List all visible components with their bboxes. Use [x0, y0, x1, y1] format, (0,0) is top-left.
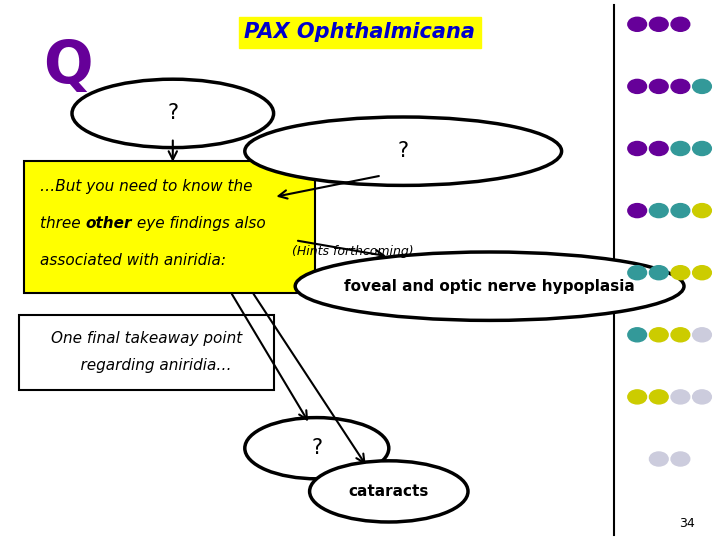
Circle shape	[693, 204, 711, 218]
Circle shape	[671, 141, 690, 156]
Text: Q: Q	[43, 38, 93, 95]
Text: 34: 34	[679, 517, 695, 530]
Ellipse shape	[310, 461, 468, 522]
Circle shape	[628, 204, 647, 218]
Circle shape	[671, 17, 690, 31]
Text: (Hints forthcoming): (Hints forthcoming)	[292, 245, 413, 258]
Text: regarding aniridia…: regarding aniridia…	[61, 359, 231, 373]
Circle shape	[649, 204, 668, 218]
Circle shape	[693, 79, 711, 93]
Circle shape	[671, 452, 690, 466]
Circle shape	[649, 79, 668, 93]
Circle shape	[649, 266, 668, 280]
Text: three: three	[40, 215, 85, 231]
Text: ?: ?	[311, 438, 323, 458]
Circle shape	[628, 141, 647, 156]
Text: ?: ?	[167, 103, 179, 124]
Circle shape	[649, 452, 668, 466]
Text: associated with aniridia:: associated with aniridia:	[40, 253, 225, 268]
Text: One final takeaway point: One final takeaway point	[50, 332, 242, 346]
Circle shape	[693, 141, 711, 156]
Circle shape	[628, 266, 647, 280]
Circle shape	[693, 266, 711, 280]
FancyBboxPatch shape	[19, 315, 274, 390]
Circle shape	[671, 266, 690, 280]
Ellipse shape	[72, 79, 274, 147]
Circle shape	[628, 79, 647, 93]
Circle shape	[671, 204, 690, 218]
Text: cataracts: cataracts	[348, 484, 429, 499]
Circle shape	[693, 328, 711, 342]
Circle shape	[628, 17, 647, 31]
Circle shape	[671, 390, 690, 404]
Text: PAX Ophthalmicana: PAX Ophthalmicana	[245, 22, 475, 43]
Ellipse shape	[295, 252, 684, 320]
Circle shape	[693, 390, 711, 404]
FancyBboxPatch shape	[24, 161, 315, 293]
Text: ?: ?	[397, 141, 409, 161]
Circle shape	[671, 328, 690, 342]
Text: other: other	[85, 215, 132, 231]
Text: eye findings also: eye findings also	[132, 215, 266, 231]
Text: …But you need to know the: …But you need to know the	[40, 179, 252, 193]
Circle shape	[649, 141, 668, 156]
Ellipse shape	[245, 117, 562, 185]
Text: foveal and optic nerve hypoplasia: foveal and optic nerve hypoplasia	[344, 279, 635, 294]
Circle shape	[649, 390, 668, 404]
Circle shape	[649, 17, 668, 31]
Circle shape	[649, 328, 668, 342]
Circle shape	[628, 390, 647, 404]
Circle shape	[671, 79, 690, 93]
Ellipse shape	[245, 417, 389, 479]
Circle shape	[628, 328, 647, 342]
